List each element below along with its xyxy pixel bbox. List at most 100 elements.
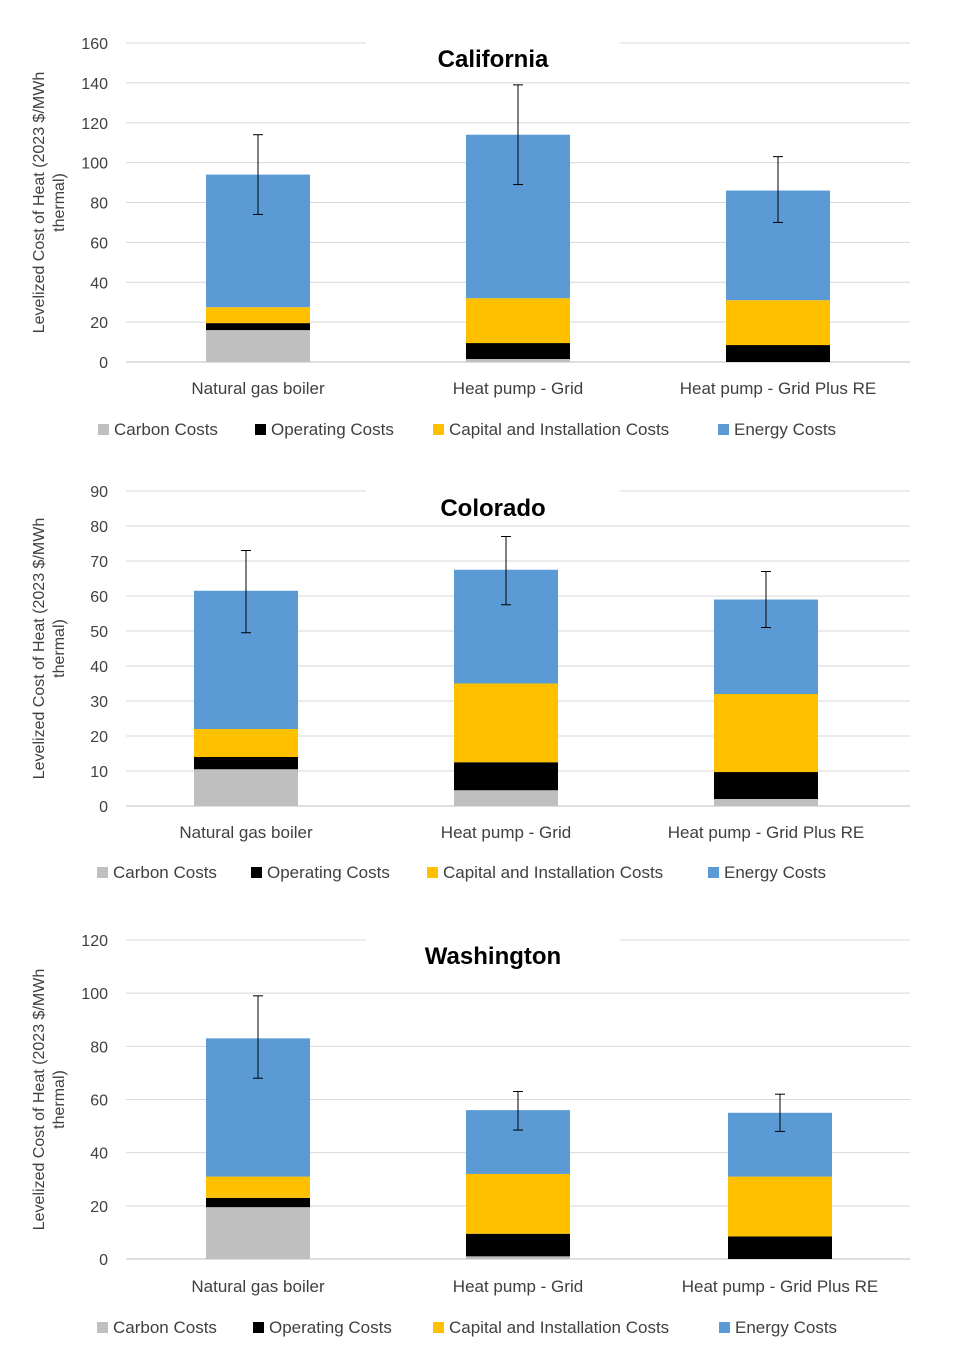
chart-colorado: 0 10 20 30 40 50 60 70 80 90 Colorado Levelized Cos…	[31, 484, 910, 882]
legend-swatch	[97, 867, 108, 878]
y-tick-label: 60	[90, 589, 108, 606]
bar-segment-operating-costs	[466, 1233, 570, 1257]
legend-swatch	[719, 1322, 730, 1333]
y-tick-label: 60	[90, 235, 108, 252]
bar-segment-carbon-costs	[206, 330, 310, 362]
y-axis-label: Levelized Cost of Heat (2023 $/MWh therma…	[31, 518, 68, 779]
legend-label: Capital and Installation Costs	[449, 1318, 669, 1337]
bar-segment-carbon-costs	[206, 1207, 310, 1259]
y-axis-label-line: thermal)	[51, 173, 68, 232]
legend-label: Operating Costs	[271, 420, 394, 439]
bar-segment-operating-costs	[714, 772, 818, 799]
legend-label: Capital and Installation Costs	[449, 420, 669, 439]
y-tick-label: 20	[90, 1199, 108, 1216]
legend-swatch	[97, 1322, 108, 1333]
bar-segment-operating-costs	[728, 1236, 832, 1259]
y-tick-label: 120	[81, 933, 108, 950]
y-tick-label: 10	[90, 764, 108, 781]
y-tick-label: 80	[90, 196, 108, 213]
y-axis-label: Levelized Cost of Heat (2023 $/MWh therma…	[31, 72, 68, 333]
bar-segment-operating-costs	[454, 762, 558, 791]
chart-california: 0 20 40 60 80 100 120 140 160 California Levelized…	[31, 36, 910, 439]
y-tick-label: 100	[81, 986, 108, 1003]
bar-segment-capital-and-installation-costs	[454, 683, 558, 763]
legend-swatch	[427, 867, 438, 878]
legend-swatch	[98, 424, 109, 435]
legend-label: Carbon Costs	[114, 420, 218, 439]
y-tick-label: 0	[99, 355, 108, 372]
y-tick-label: 140	[81, 76, 108, 93]
y-axis-label-line: Levelized Cost of Heat (2023 $/MWh	[31, 72, 48, 333]
y-tick-label: 50	[90, 624, 108, 641]
bar-segment-capital-and-installation-costs	[466, 298, 570, 344]
legend-swatch	[718, 424, 729, 435]
bar-segment-capital-and-installation-costs	[206, 1176, 310, 1198]
y-tick-label: 20	[90, 315, 108, 332]
legend-label: Carbon Costs	[113, 863, 217, 882]
legend-swatch	[708, 867, 719, 878]
y-axis-label-line: thermal)	[51, 619, 68, 678]
bar-segment-carbon-costs	[466, 359, 570, 362]
y-tick-label: 60	[90, 1093, 108, 1110]
bar-segment-operating-costs	[466, 343, 570, 360]
bar-segment-carbon-costs	[194, 769, 298, 806]
bar-segment-operating-costs	[194, 757, 298, 770]
y-tick-label: 0	[99, 1252, 108, 1269]
bar-segment-operating-costs	[206, 323, 310, 331]
bar-segment-capital-and-installation-costs	[466, 1173, 570, 1234]
legend-label: Energy Costs	[724, 863, 826, 882]
y-tick-label: 40	[90, 275, 108, 292]
y-tick-label: 40	[90, 1146, 108, 1163]
legend-label: Carbon Costs	[113, 1318, 217, 1337]
x-tick-label: Heat pump - Grid Plus RE	[682, 1277, 879, 1296]
legend-swatch	[251, 867, 262, 878]
legend-swatch	[433, 424, 444, 435]
chart-washington: 0 20 40 60 80 100 120 Washington Levelized Cost …	[31, 933, 910, 1337]
legend-swatch	[433, 1322, 444, 1333]
legend-label: Energy Costs	[734, 420, 836, 439]
y-tick-label: 40	[90, 659, 108, 676]
y-tick-label: 30	[90, 694, 108, 711]
y-tick-label: 0	[99, 799, 108, 816]
chart-title: Colorado	[440, 495, 545, 522]
bar-segment-operating-costs	[726, 345, 830, 362]
y-tick-label: 100	[81, 156, 108, 173]
y-axis-label-line: Levelized Cost of Heat (2023 $/MWh	[31, 518, 48, 779]
y-tick-label: 160	[81, 36, 108, 53]
chart-title: Washington	[425, 943, 561, 970]
y-tick-label: 70	[90, 554, 108, 571]
bar-segment-carbon-costs	[454, 790, 558, 806]
y-axis-label: Levelized Cost of Heat (2023 $/MWh therma…	[31, 969, 68, 1230]
y-tick-label: 80	[90, 519, 108, 536]
y-tick-label: 20	[90, 729, 108, 746]
x-tick-label: Natural gas boiler	[191, 379, 325, 398]
x-tick-label: Heat pump - Grid	[453, 1277, 583, 1296]
legend-label: Operating Costs	[267, 863, 390, 882]
legend-swatch	[255, 424, 266, 435]
y-axis-label-line: Levelized Cost of Heat (2023 $/MWh	[31, 969, 48, 1230]
bar-segment-capital-and-installation-costs	[714, 694, 818, 773]
bar-segment-carbon-costs	[466, 1256, 570, 1259]
bar-segment-capital-and-installation-costs	[726, 300, 830, 346]
legend-label: Capital and Installation Costs	[443, 863, 663, 882]
bar-segment-operating-costs	[206, 1197, 310, 1208]
legend-swatch	[253, 1322, 264, 1333]
y-tick-label: 120	[81, 116, 108, 133]
x-tick-label: Natural gas boiler	[179, 823, 313, 842]
bar-segment-carbon-costs	[714, 799, 818, 806]
bar-segment-capital-and-installation-costs	[728, 1176, 832, 1237]
chart-title: California	[438, 46, 549, 73]
bar-segment-capital-and-installation-costs	[194, 729, 298, 757]
x-tick-label: Heat pump - Grid Plus RE	[680, 379, 877, 398]
x-tick-label: Heat pump - Grid	[441, 823, 571, 842]
x-tick-label: Heat pump - Grid	[453, 379, 583, 398]
y-axis-label-line: thermal)	[51, 1070, 68, 1129]
legend-label: Energy Costs	[735, 1318, 837, 1337]
x-tick-label: Natural gas boiler	[191, 1277, 325, 1296]
y-tick-label: 80	[90, 1039, 108, 1056]
legend-label: Operating Costs	[269, 1318, 392, 1337]
x-tick-label: Heat pump - Grid Plus RE	[668, 823, 865, 842]
bar-segment-capital-and-installation-costs	[206, 307, 310, 324]
y-tick-label: 90	[90, 484, 108, 501]
